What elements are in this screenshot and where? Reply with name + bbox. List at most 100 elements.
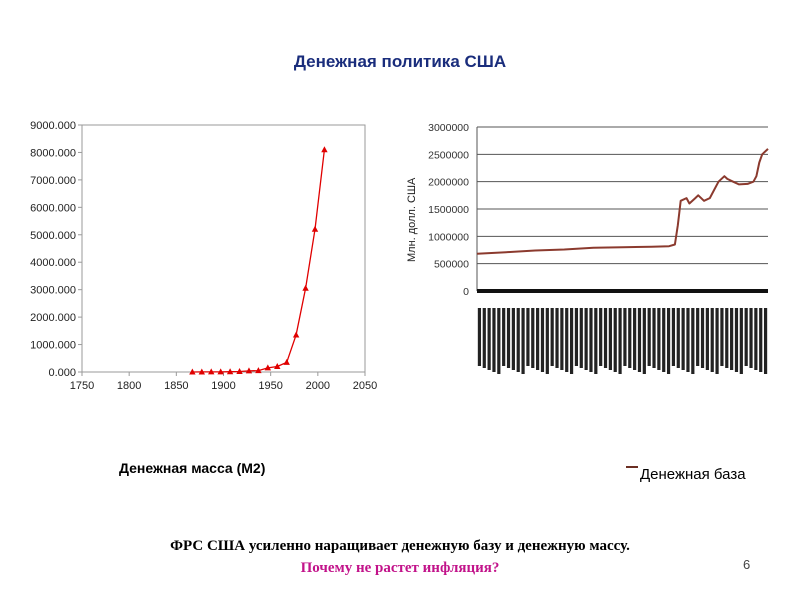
x-tick-label xyxy=(691,308,695,374)
x-tick-label xyxy=(487,308,491,370)
x-tick-label xyxy=(550,308,554,366)
data-point xyxy=(302,284,309,291)
x-tick-label xyxy=(725,308,729,368)
x-tick-label xyxy=(754,308,758,370)
x-tick-label xyxy=(560,308,564,370)
x-tick-label xyxy=(657,308,661,370)
x-tick-label xyxy=(715,308,719,374)
y-tick-label: 5000.000 xyxy=(30,230,76,242)
data-point xyxy=(198,368,206,375)
y-tick-label: 3000000 xyxy=(428,122,469,134)
y-tick-label: 1000.000 xyxy=(30,340,76,352)
series-line xyxy=(476,148,769,255)
x-tick-label xyxy=(579,308,583,368)
x-tick-label xyxy=(540,308,545,372)
x-tick-label xyxy=(599,308,603,366)
x-tick-label xyxy=(633,308,637,370)
x-tick-label xyxy=(662,308,666,372)
x-tick-label xyxy=(686,308,690,372)
monetary-base-chart: 0 500000 1000000 1500000 2000000 2500000 30000… xyxy=(406,122,769,374)
data-point xyxy=(321,146,328,153)
y-tick-label: 8000.000 xyxy=(30,147,76,159)
x-tick-label xyxy=(763,308,768,374)
data-point xyxy=(264,364,272,371)
x-tick-label xyxy=(511,308,515,370)
x-tick-label: 1850 xyxy=(164,380,188,392)
y-tick-label: 0.000 xyxy=(48,367,76,379)
x-tick-label xyxy=(749,308,753,368)
x-tick-label xyxy=(652,308,656,368)
x-tick-label xyxy=(720,308,724,366)
y-tick-label: 500000 xyxy=(434,259,469,271)
money-supply-caption: Денежная масса (M2) xyxy=(119,460,266,476)
x-tick-label xyxy=(497,308,501,374)
x-tick-label xyxy=(574,308,579,366)
x-tick-label xyxy=(603,308,608,368)
y-tick-label: 0 xyxy=(463,286,469,298)
x-tick-label xyxy=(477,308,482,366)
x-tick-label xyxy=(613,308,617,372)
x-tick-label xyxy=(642,308,646,374)
data-point xyxy=(217,368,224,375)
x-tick-label xyxy=(676,308,680,368)
y-tick-label: 2500000 xyxy=(428,149,469,161)
x-tick-label: 2000 xyxy=(306,380,330,392)
x-tick-label xyxy=(628,308,632,368)
data-point xyxy=(292,331,300,338)
page-number: 6 xyxy=(743,557,751,572)
x-tick-label xyxy=(594,308,598,374)
y-tick-label: 6000.000 xyxy=(30,202,76,214)
x-tick-label xyxy=(516,308,520,372)
x-tick-label xyxy=(618,308,622,374)
legend-swatch xyxy=(626,466,638,468)
y-tick-label: 7000.000 xyxy=(30,175,76,187)
x-tick-label: 1900 xyxy=(211,380,235,392)
x-tick-label xyxy=(730,308,734,370)
x-tick-label xyxy=(700,308,705,368)
data-point xyxy=(208,368,215,375)
x-tick-label xyxy=(734,308,739,372)
x-tick-label xyxy=(569,308,574,374)
x-tick-label: 1800 xyxy=(117,380,141,392)
x-tick-label xyxy=(506,308,511,368)
x-tick-label xyxy=(565,308,569,372)
x-tick-label xyxy=(526,308,530,366)
x-tick-label xyxy=(623,308,627,366)
x-tick-label: 1750 xyxy=(70,380,94,392)
x-tick-label xyxy=(521,308,525,374)
x-tick-label xyxy=(536,308,540,370)
data-point xyxy=(274,363,281,370)
x-tick-label xyxy=(589,308,593,372)
x-tick-label xyxy=(666,308,671,374)
x-tick-label xyxy=(608,308,612,370)
y-tick-label: 1500000 xyxy=(428,204,469,216)
y-tick-label: 2000000 xyxy=(428,177,469,189)
x-tick-label xyxy=(759,308,763,372)
money-supply-chart: 0.000 1000.000 2000.000 3000.000 4000.000 500… xyxy=(30,120,377,392)
x-tick-label xyxy=(671,308,676,366)
data-point xyxy=(189,368,196,375)
data-point xyxy=(283,358,290,365)
legend-label: Денежная база xyxy=(640,466,746,483)
x-tick-label xyxy=(545,308,549,374)
x-tick-label xyxy=(637,308,642,372)
x-tick-label xyxy=(647,308,651,366)
series-line xyxy=(192,149,326,373)
x-tick-label xyxy=(492,308,496,372)
data-point xyxy=(255,367,262,374)
x-tick-label: 2050 xyxy=(353,380,377,392)
footer-statement: ФРС США усиленно наращивает денежную баз… xyxy=(170,538,630,554)
x-tick-label xyxy=(705,308,709,370)
x-tick-label xyxy=(744,308,748,366)
x-tick-label xyxy=(555,308,559,368)
monetary-base-legend: Денежная база xyxy=(626,466,746,483)
x-tick-label xyxy=(531,308,535,368)
y-axis-label: Млн. долл. США xyxy=(406,177,418,262)
x-tick-label xyxy=(681,308,685,370)
y-tick-label: 4000.000 xyxy=(30,257,76,269)
y-tick-label: 9000.000 xyxy=(30,120,76,132)
data-point xyxy=(311,225,319,232)
x-tick-label xyxy=(584,308,588,370)
x-tick-label xyxy=(502,308,506,366)
data-point xyxy=(245,367,253,374)
